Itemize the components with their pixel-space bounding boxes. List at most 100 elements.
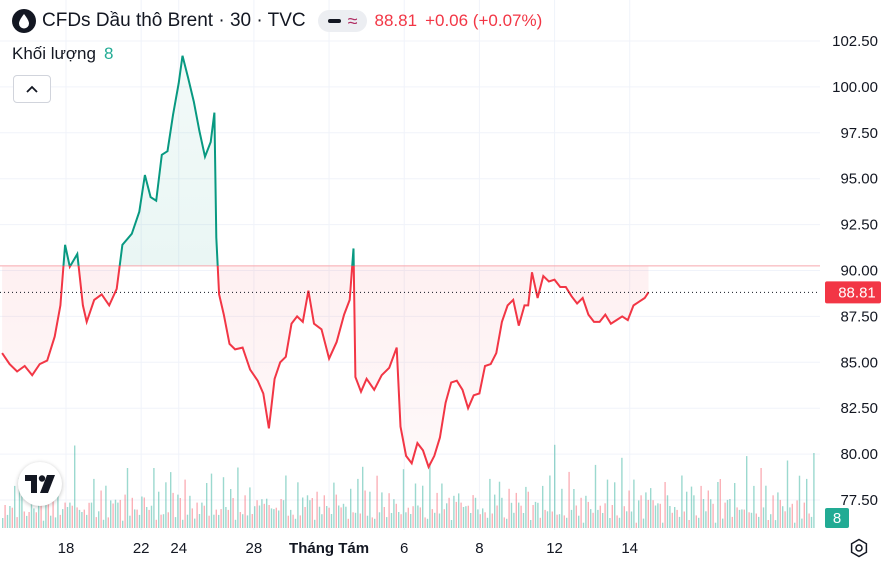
- volume-bar: [758, 516, 760, 528]
- volume-bar: [107, 517, 109, 528]
- wave-icon[interactable]: ≈: [347, 11, 358, 31]
- volume-bar: [405, 512, 407, 528]
- volume-bar: [90, 502, 93, 528]
- volume-bar: [102, 519, 105, 528]
- volume-bar: [486, 517, 489, 528]
- volume-bar: [767, 520, 769, 528]
- volume-bar: [388, 493, 390, 528]
- volume-bars: [2, 444, 815, 528]
- volume-bar: [748, 512, 750, 528]
- volume-bar: [640, 495, 642, 528]
- line-style-icon[interactable]: [327, 19, 341, 23]
- volume-bar: [407, 507, 409, 528]
- volume-bar: [237, 467, 239, 528]
- volume-axis-value: 8: [833, 510, 841, 527]
- time-tick-label: 24: [170, 540, 187, 557]
- volume-bar: [419, 507, 421, 528]
- time-axis[interactable]: 18 22 24 28 Tháng Tám 6 8 12 14: [58, 540, 638, 557]
- volume-bar: [378, 512, 381, 528]
- volume-bar: [242, 514, 244, 528]
- volume-bar: [414, 483, 417, 528]
- price-tick-label: 100.00: [832, 79, 878, 96]
- volume-bar: [508, 488, 510, 528]
- volume-bar: [688, 520, 690, 528]
- volume-bar: [645, 492, 647, 528]
- volume-bar: [671, 512, 673, 528]
- volume-bar: [342, 503, 345, 528]
- price-axis[interactable]: 102.50 100.00 97.50 95.00 92.50 90.00 87.50 85.…: [832, 33, 878, 509]
- volume-bar: [165, 482, 167, 528]
- volume-bar: [364, 490, 366, 528]
- volume-bar: [33, 508, 35, 528]
- volume-bar: [746, 456, 748, 528]
- collapse-legend-button[interactable]: [13, 75, 51, 103]
- volume-bar: [712, 503, 714, 528]
- volume-bar: [244, 495, 246, 528]
- volume-bar: [160, 514, 162, 528]
- volume-bar: [693, 495, 695, 528]
- volume-bar: [50, 515, 52, 528]
- volume-bar: [810, 516, 813, 528]
- volume-bar: [566, 517, 568, 528]
- volume-legend: Khối lượng 8: [12, 44, 113, 64]
- volume-bar: [194, 518, 196, 528]
- volume-bar: [806, 478, 808, 528]
- volume-bar: [114, 499, 117, 528]
- volume-bar: [220, 509, 222, 528]
- volume-bar: [575, 505, 577, 528]
- volume-bar: [59, 514, 61, 528]
- volume-bar: [35, 512, 37, 528]
- tradingview-logo[interactable]: [18, 462, 62, 506]
- volume-bar: [563, 515, 565, 528]
- volume-bar: [110, 500, 112, 528]
- volume-bar: [431, 509, 433, 528]
- volume-bar: [534, 501, 537, 528]
- volume-bar: [460, 502, 462, 528]
- volume-bar: [309, 500, 311, 528]
- settings-icon[interactable]: [848, 537, 870, 559]
- volume-bar: [275, 507, 277, 528]
- volume-bar: [410, 514, 412, 528]
- volume-bar: [278, 510, 280, 528]
- volume-bar: [657, 503, 659, 528]
- volume-bar: [189, 495, 191, 528]
- volume-bar: [628, 490, 630, 528]
- series-style-pill[interactable]: ≈: [317, 10, 367, 32]
- volume-bar: [100, 490, 102, 528]
- volume-bar: [472, 495, 474, 528]
- time-tick-label: 6: [400, 540, 408, 557]
- volume-bar: [676, 509, 678, 528]
- volume-bar: [542, 485, 544, 528]
- oil-drop-icon[interactable]: [12, 9, 36, 33]
- volume-bar: [654, 505, 657, 528]
- volume-bar: [218, 514, 220, 528]
- volume-bar: [81, 512, 83, 528]
- volume-bar: [462, 507, 465, 528]
- volume-bar: [674, 507, 676, 528]
- volume-bar: [150, 505, 153, 528]
- volume-bar: [177, 494, 179, 528]
- volume-bar: [700, 485, 702, 528]
- symbol-title[interactable]: CFDs Dầu thô Brent · 30 · TVC: [42, 10, 306, 31]
- volume-bar: [606, 479, 609, 528]
- price-tick-label: 82.50: [840, 400, 878, 417]
- volume-bar: [83, 509, 85, 528]
- volume-bar: [803, 502, 805, 528]
- volume-bar: [285, 475, 287, 528]
- volume-bar: [345, 506, 347, 528]
- volume-bar: [738, 509, 741, 528]
- volume-bar: [726, 499, 729, 528]
- volume-bar: [374, 518, 376, 528]
- volume-bar: [796, 500, 798, 528]
- volume-bar: [306, 495, 309, 528]
- volume-bar: [518, 502, 520, 528]
- volume-bar: [501, 497, 503, 528]
- volume-bar: [302, 497, 304, 528]
- volume-bar: [585, 495, 587, 528]
- volume-bar: [506, 518, 508, 528]
- volume-bar: [412, 506, 414, 528]
- volume-bar: [491, 513, 493, 528]
- volume-bar: [225, 507, 227, 528]
- volume-bar: [642, 518, 645, 528]
